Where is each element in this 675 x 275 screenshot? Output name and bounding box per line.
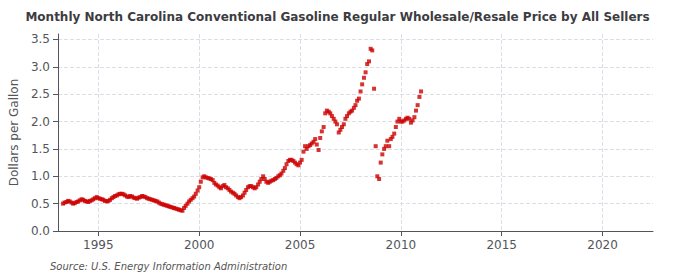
svg-text:Dollars per Gallon: Dollars per Gallon bbox=[7, 79, 21, 187]
svg-text:1.5: 1.5 bbox=[31, 142, 50, 156]
svg-text:1.0: 1.0 bbox=[31, 169, 50, 183]
svg-text:2020: 2020 bbox=[587, 238, 618, 252]
svg-text:Monthly North Carolina Convent: Monthly North Carolina Conventional Gaso… bbox=[25, 10, 649, 24]
svg-text:0.0: 0.0 bbox=[31, 224, 50, 238]
svg-text:1995: 1995 bbox=[83, 238, 114, 252]
svg-text:2010: 2010 bbox=[386, 238, 417, 252]
svg-text:0.5: 0.5 bbox=[31, 197, 50, 211]
svg-text:2015: 2015 bbox=[486, 238, 517, 252]
svg-text:3.0: 3.0 bbox=[31, 60, 50, 74]
svg-text:2000: 2000 bbox=[184, 238, 215, 252]
svg-text:3.5: 3.5 bbox=[31, 32, 50, 46]
svg-text:Source: U.S. Energy Informatio: Source: U.S. Energy Information Administ… bbox=[50, 261, 287, 272]
svg-text:2.0: 2.0 bbox=[31, 115, 50, 129]
svg-text:2.5: 2.5 bbox=[31, 87, 50, 101]
svg-text:2005: 2005 bbox=[285, 238, 316, 252]
